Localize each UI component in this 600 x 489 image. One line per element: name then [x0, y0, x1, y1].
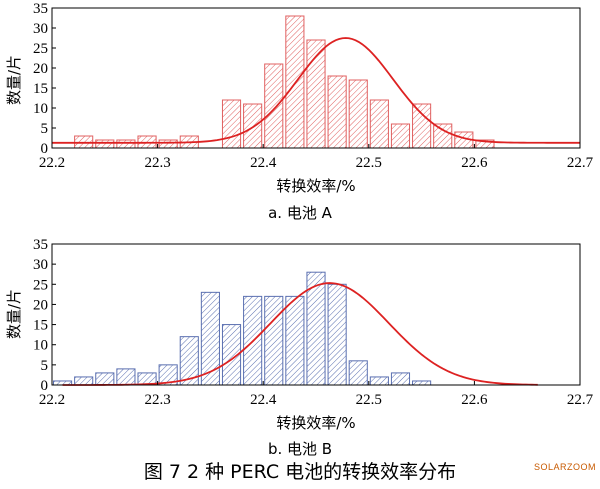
x-tick-label: 22.6 [461, 392, 488, 408]
x-tick-label: 22.7 [567, 155, 594, 171]
plot-frame [51, 7, 581, 149]
histogram-bar [116, 368, 136, 386]
x-tick-label: 22.4 [250, 155, 277, 171]
panel-a-xlabel: 转换效率/% [276, 177, 355, 195]
plot-frame [51, 243, 581, 386]
histogram-bar [158, 139, 178, 149]
watermark-logo: SOLARZOOM [534, 462, 596, 472]
histogram-bar [390, 372, 411, 386]
histogram-bar [369, 376, 389, 386]
panel-a-bars [74, 15, 495, 149]
y-tick-label: 15 [33, 81, 48, 97]
panel-b-fit-curve [62, 282, 538, 386]
panel-b-xlabel: 转换效率/% [276, 414, 355, 432]
histogram-bar [221, 99, 242, 149]
y-tick-label: 35 [33, 237, 48, 253]
histogram-bar [348, 360, 368, 386]
y-tick-label: 35 [33, 1, 48, 17]
panel-a-axes: 0 5 10 15 20 25 30 35 22.2 22.3 22.4 22.5 22.6 22.7 [33, 1, 594, 171]
histogram-bar [348, 79, 368, 149]
histogram-bar [412, 103, 432, 149]
y-tick-label: 0 [41, 378, 49, 394]
panel-b: 0 5 10 15 20 25 30 35 22.2 22.3 22.4 22.5 22.6 22.7 数… [5, 237, 594, 458]
x-tick-label: 22.5 [356, 392, 382, 408]
panel-a-fit-curve [52, 37, 580, 144]
x-tick-label: 22.5 [356, 155, 382, 171]
x-tick-label: 22.4 [250, 392, 277, 408]
y-tick-label: 20 [33, 297, 48, 313]
y-tick-label: 15 [33, 318, 48, 334]
y-tick-label: 30 [33, 21, 48, 37]
y-tick-label: 30 [33, 257, 48, 273]
histogram-bar [390, 123, 411, 149]
panel-a-ylabel: 数量/片 [5, 55, 23, 105]
y-tick-label: 10 [33, 338, 48, 354]
y-tick-label: 25 [33, 277, 48, 293]
figure-caption: 图 7 2 种 PERC 电池的转换效率分布 [144, 461, 456, 483]
panel-b-bars [53, 271, 432, 386]
histogram-bar [95, 139, 115, 149]
y-tick-label: 25 [33, 41, 48, 57]
y-tick-label: 10 [33, 101, 48, 117]
y-tick-label: 20 [33, 61, 48, 77]
histogram-bar [243, 103, 263, 149]
y-tick-label: 5 [41, 121, 49, 137]
y-tick-label: 0 [41, 141, 49, 157]
x-tick-label: 22.2 [39, 392, 65, 408]
histogram-bar [327, 75, 347, 149]
histogram-bar [74, 376, 94, 386]
histogram-bar [264, 63, 284, 149]
panel-b-caption: b. 电池 B [268, 440, 332, 458]
x-tick-label: 22.2 [39, 155, 65, 171]
histogram-bar [264, 295, 284, 386]
y-tick-label: 5 [41, 358, 49, 374]
panel-a: 0 5 10 15 20 25 30 35 22.2 22.3 22.4 22.5 22.6 22.7 数… [5, 1, 594, 222]
panel-a-caption: a. 电池 A [268, 204, 332, 222]
panel-b-axes: 0 5 10 15 20 25 30 35 22.2 22.3 22.4 22.5 22.6 22.7 [33, 237, 594, 408]
histogram-bar [412, 380, 432, 386]
x-tick-label: 22.3 [144, 392, 170, 408]
histogram-bar [95, 372, 115, 386]
histogram-bar [285, 295, 305, 386]
histogram-bar [327, 283, 347, 386]
histogram-bar [369, 99, 389, 149]
x-tick-label: 22.6 [461, 155, 488, 171]
panel-b-ylabel: 数量/片 [5, 289, 23, 339]
x-tick-label: 22.7 [567, 392, 594, 408]
x-tick-label: 22.3 [144, 155, 170, 171]
histogram-bar [116, 139, 136, 149]
histogram-bar [433, 123, 453, 149]
